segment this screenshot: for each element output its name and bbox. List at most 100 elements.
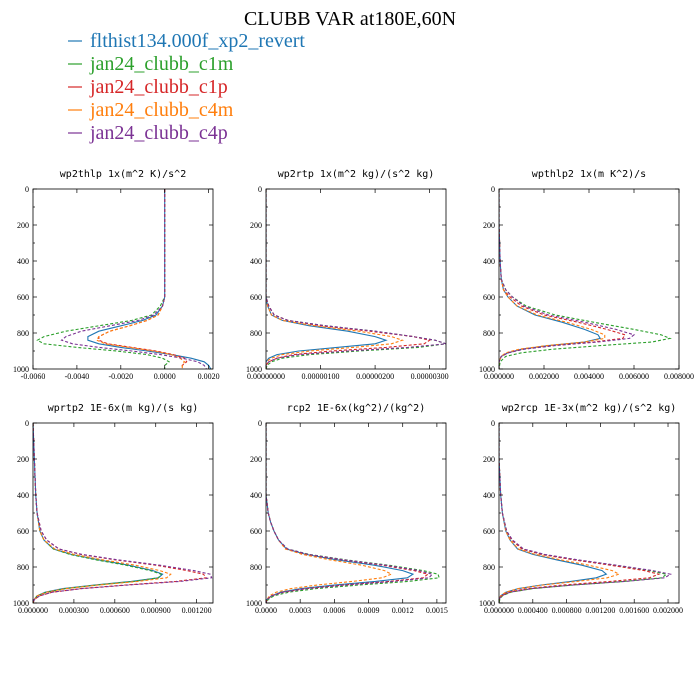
chart-panel: wpthlp2 1x(m K^2)/s020040060080010000.00… (479, 169, 694, 381)
y-tick-label: 0 (491, 185, 495, 194)
x-tick-label: 0.00000100 (302, 372, 340, 381)
panel-title: wp2rtp 1x(m^2 kg)/(s^2 kg) (278, 169, 435, 180)
x-tick-label: 0.00000200 (356, 372, 394, 381)
x-tick-label: 0.002000 (653, 606, 683, 615)
series-line (33, 423, 172, 603)
x-tick-label: 0.006000 (619, 372, 649, 381)
chart-panel: wprtp2 1E-6x(m kg)/(s kg) 0 200 400 600 800 10… (13, 403, 214, 615)
y-tick-label: 800 (17, 563, 29, 572)
y-tick-label: 0 (258, 185, 262, 194)
panel-title: wp2rcp 1E-3x(m^2 kg)/(s^2 kg) (502, 403, 677, 414)
legend-label: jan24_clubb_c1m (89, 53, 234, 75)
y-tick-label: 1000 (13, 599, 29, 608)
chart-panels: wp2thlp 1x(m^2 K)/s^202004006008001000-0… (13, 169, 694, 615)
x-tick-label: 0.0000 (154, 372, 176, 381)
x-tick-label: 0.0006 (323, 606, 345, 615)
y-tick-label: 0 (258, 419, 262, 428)
x-tick-label: -0.0040 (65, 372, 90, 381)
y-tick-label: 200 (483, 455, 495, 464)
series-group (36, 189, 212, 369)
x-tick-label: -0.0020 (108, 372, 133, 381)
x-tick-label: 0.0009 (358, 606, 380, 615)
x-tick-label: 0.000600 (100, 606, 130, 615)
figure-title: CLUBB VAR at180E,60N (244, 8, 456, 30)
legend-label: flthist134.000f_xp2_revert (90, 30, 305, 52)
x-tick-label: 0.0012 (392, 606, 414, 615)
y-tick-label: 1000 (246, 365, 262, 374)
y-tick-label: 600 (17, 527, 29, 536)
y-tick-label: 600 (483, 293, 495, 302)
y-tick-label: 400 (250, 257, 262, 266)
series-group (499, 423, 673, 603)
legend-label: jan24_clubb_c4m (89, 99, 234, 121)
x-tick-label: 0.000900 (141, 606, 171, 615)
y-tick-label: 200 (17, 221, 29, 230)
y-tick-label: 600 (250, 293, 262, 302)
y-tick-label: 0 (25, 419, 29, 428)
panel-title: rcp2 1E-6x(kg^2)/(kg^2) (287, 403, 425, 414)
series-line (266, 189, 446, 369)
chart-panel: wp2rtp 1x(m^2 kg)/(s^2 kg) 0 200 400 600 800 1… (246, 169, 449, 381)
y-tick-label: 400 (483, 257, 495, 266)
x-tick-label: 0.0020 (198, 372, 220, 381)
x-tick-label: 0.002000 (529, 372, 559, 381)
x-tick-label: 0.000800 (552, 606, 582, 615)
series-line (266, 189, 446, 369)
y-tick-label: 400 (250, 491, 262, 500)
panel-title: wpthlp2 1x(m K^2)/s (532, 169, 646, 180)
y-tick-label: 0 (491, 419, 495, 428)
series-line (499, 423, 621, 603)
series-group (499, 189, 672, 369)
y-tick-label: 0 (25, 185, 29, 194)
x-tick-label: 0.004000 (574, 372, 604, 381)
y-tick-label: 800 (483, 329, 495, 338)
series-line (266, 189, 388, 369)
y-tick-label: 1000 (246, 599, 262, 608)
y-tick-label: 800 (250, 329, 262, 338)
chart-panel: rcp2 1E-6x(kg^2)/(kg^2) 0 200 400 600 800 1000… (246, 403, 448, 615)
series-line (499, 189, 636, 369)
x-tick-label: 0.00000300 (411, 372, 449, 381)
series-line (60, 189, 207, 369)
x-tick-label: 0.000000 (484, 606, 514, 615)
series-line (266, 423, 434, 603)
series-group (266, 189, 446, 369)
x-tick-label: 0.00000000 (247, 372, 285, 381)
x-tick-label: 0.001600 (619, 606, 649, 615)
legend-label: jan24_clubb_c4p (89, 122, 228, 144)
y-tick-label: 1000 (13, 365, 29, 374)
legend: flthist134.000f_xp2_revertjan24_clubb_c1… (68, 30, 305, 144)
y-tick-label: 200 (483, 221, 495, 230)
x-tick-label: 0.000400 (518, 606, 548, 615)
y-tick-label: 800 (250, 563, 262, 572)
panel-title: wprtp2 1E-6x(m kg)/(s kg) (48, 403, 199, 414)
y-tick-label: 800 (17, 329, 29, 338)
legend-label: jan24_clubb_c1p (89, 76, 228, 98)
x-tick-label: 0.0015 (426, 606, 448, 615)
series-line (33, 423, 213, 603)
x-tick-label: 0.0000 (255, 606, 277, 615)
x-tick-label: 0.0003 (289, 606, 311, 615)
y-tick-label: 1000 (479, 599, 495, 608)
series-line (499, 423, 661, 603)
y-tick-label: 400 (17, 491, 29, 500)
series-line (499, 423, 673, 603)
x-tick-label: 0.000300 (59, 606, 89, 615)
x-tick-label: 0.000000 (484, 372, 514, 381)
chart-panel: wp2rcp 1E-3x(m^2 kg)/(s^2 kg) 0 200 400 600 8… (479, 403, 683, 615)
series-line (33, 423, 163, 603)
y-tick-label: 400 (483, 491, 495, 500)
series-group (33, 423, 213, 603)
x-tick-label: 0.001200 (182, 606, 212, 615)
y-tick-label: 600 (483, 527, 495, 536)
y-tick-label: 200 (17, 455, 29, 464)
y-tick-label: 200 (250, 455, 262, 464)
x-tick-label: 0.001200 (585, 606, 615, 615)
x-tick-label: 0.008000 (664, 372, 694, 381)
y-tick-label: 1000 (479, 365, 495, 374)
y-tick-label: 200 (250, 221, 262, 230)
series-group (266, 423, 440, 603)
x-tick-label: -0.0060 (21, 372, 46, 381)
panel-title: wp2thlp 1x(m^2 K)/s^2 (60, 169, 186, 180)
